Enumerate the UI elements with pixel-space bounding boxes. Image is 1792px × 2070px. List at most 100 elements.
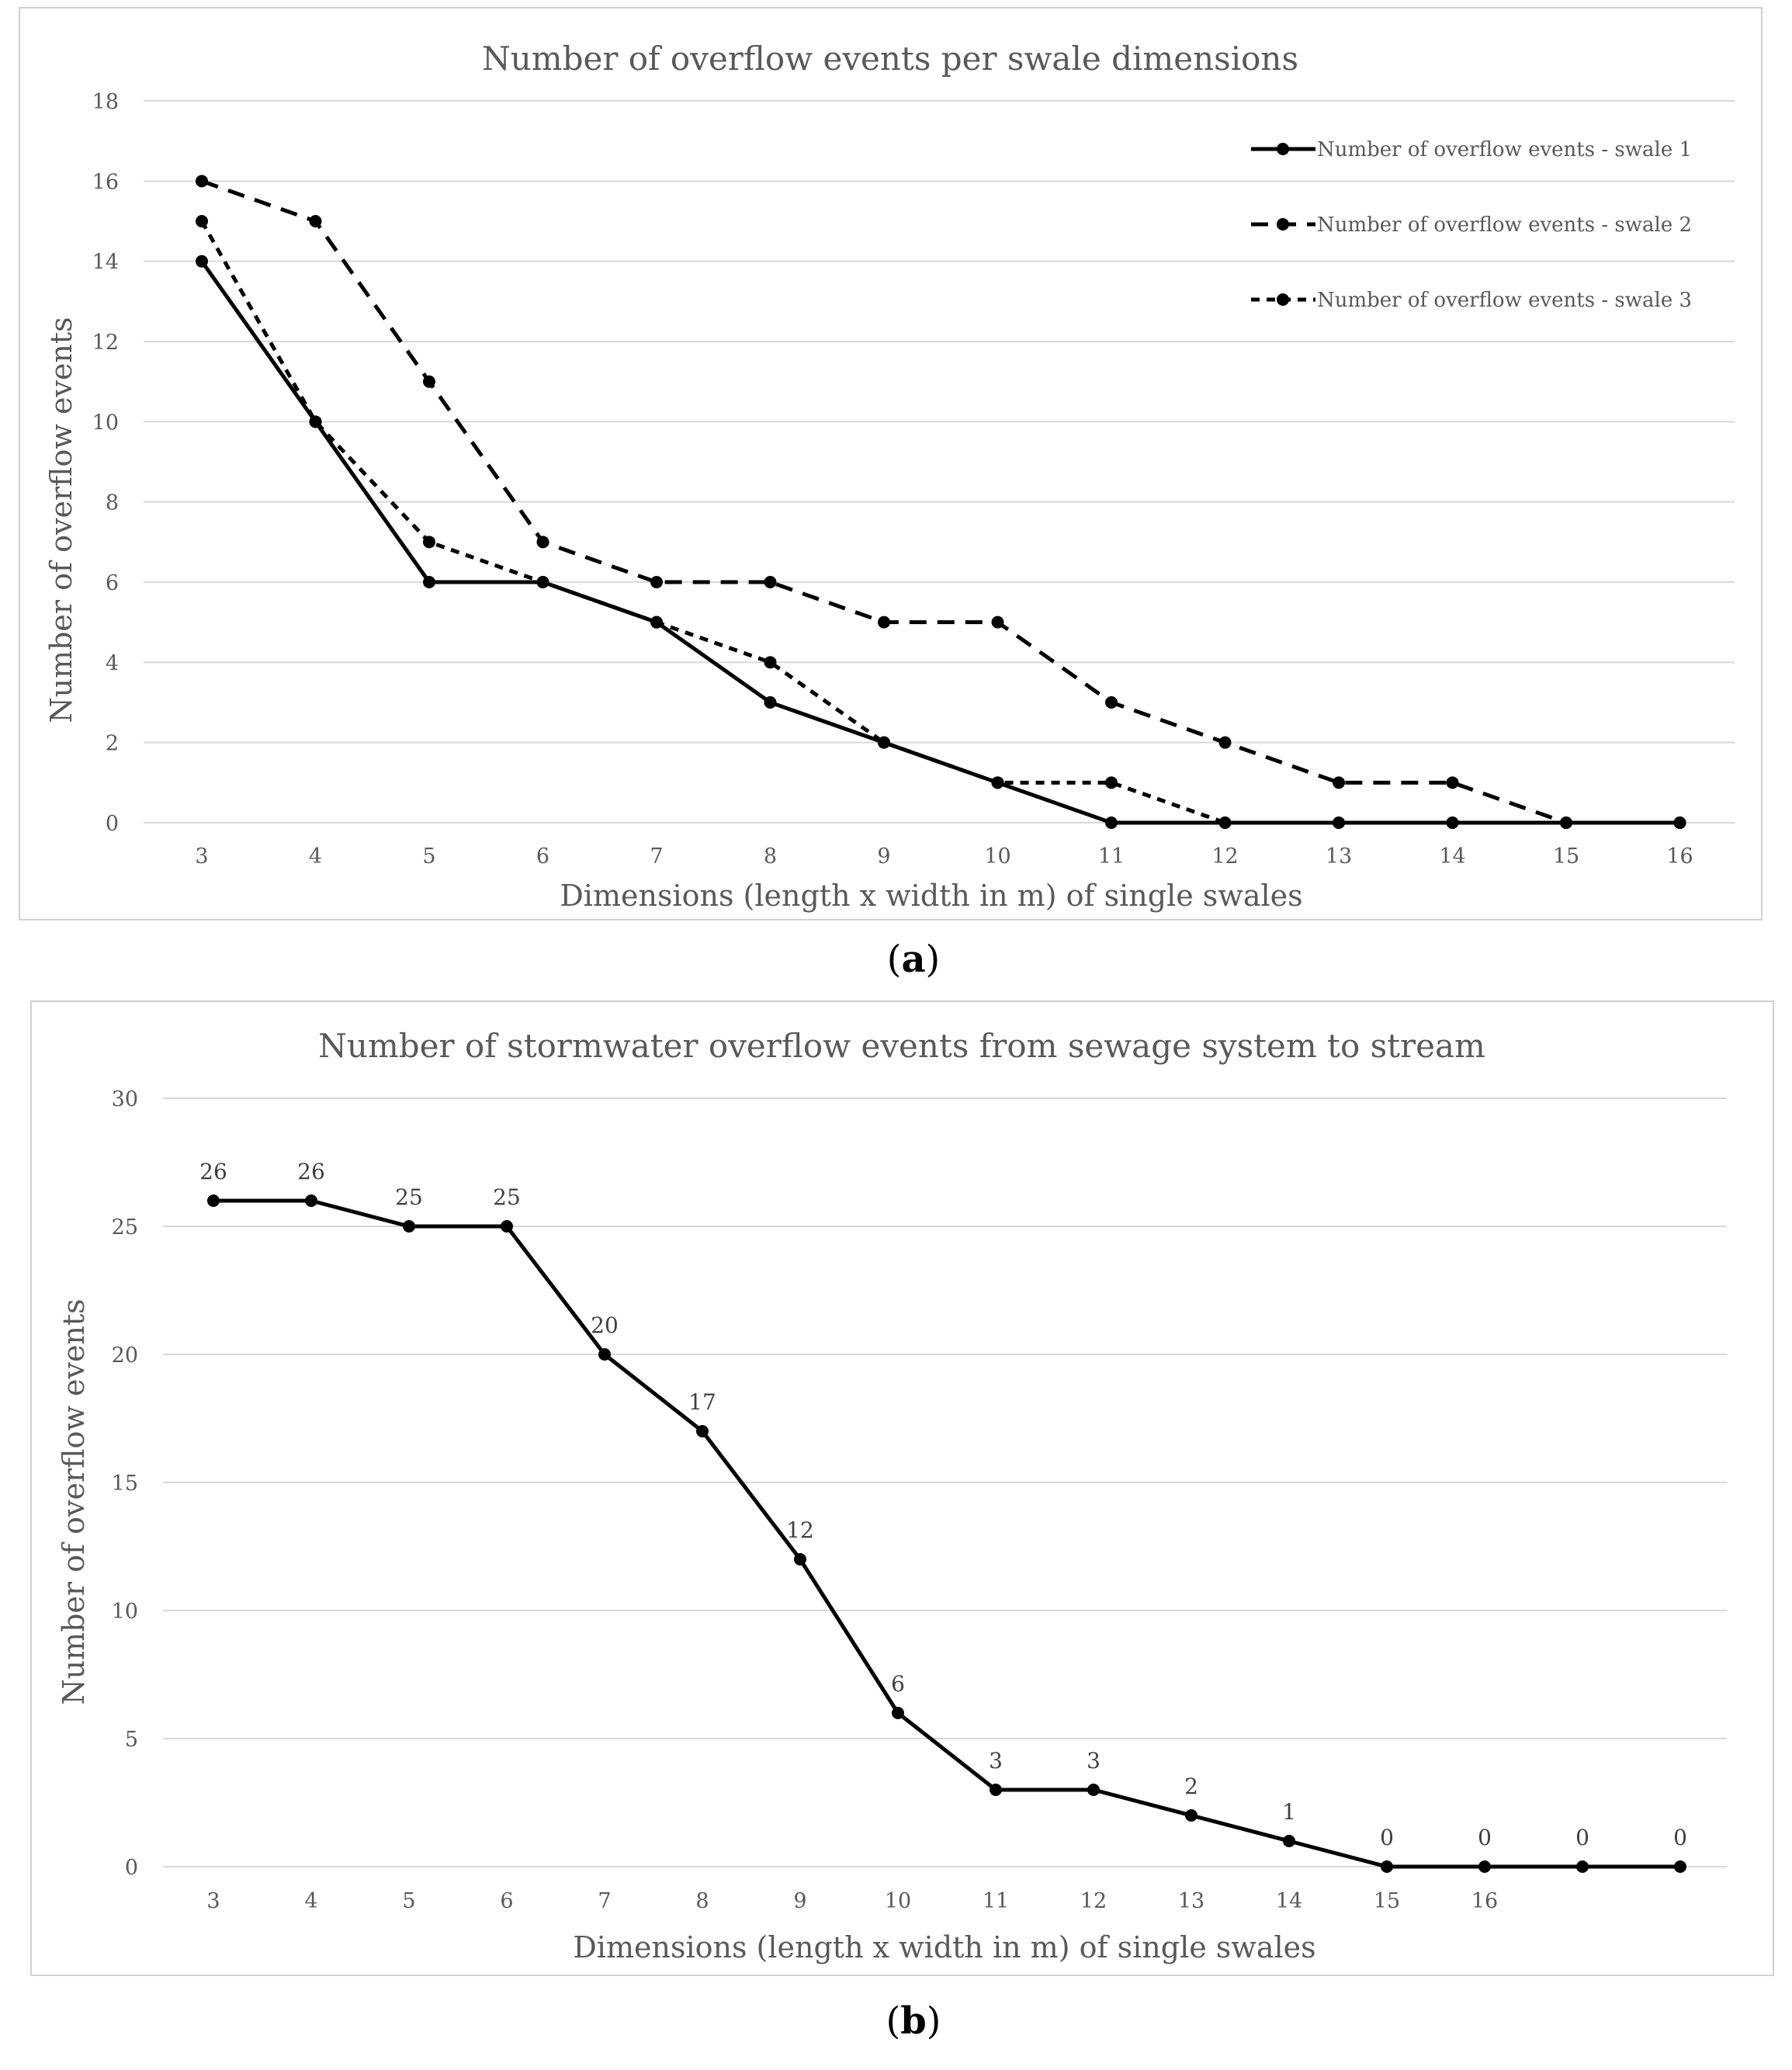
chart-a-series-3-point bbox=[1333, 817, 1345, 829]
chart-a-series-1-point bbox=[423, 576, 435, 588]
chart-a-y-tick-label: 4 bbox=[106, 651, 119, 675]
chart-b-x-tick-label: 15 bbox=[1374, 1889, 1400, 1913]
chart-a-series-2-point bbox=[1218, 736, 1232, 749]
chart-b-data-label: 6 bbox=[891, 1671, 905, 1697]
chart-a-y-tick-label: 8 bbox=[106, 491, 119, 515]
chart-b-series-1-point bbox=[403, 1220, 415, 1233]
chart-a-series-2-point bbox=[764, 576, 777, 588]
chart-b-y-tick-label: 20 bbox=[112, 1344, 138, 1368]
chart-a-y-tick-label: 10 bbox=[92, 411, 119, 435]
chart-b-series-1-point bbox=[598, 1348, 611, 1361]
chart-a-series-3-point bbox=[1446, 817, 1459, 829]
chart-b-x-tick-label: 8 bbox=[695, 1889, 709, 1913]
chart-b-data-label: 26 bbox=[297, 1159, 325, 1184]
chart-a-series-2-point bbox=[878, 615, 890, 629]
chart-b-x-axis-title: Dimensions (length x width in m) of sing… bbox=[573, 1930, 1315, 1964]
chart-b-data-label: 26 bbox=[199, 1159, 227, 1184]
chart-b-series-1-point bbox=[892, 1707, 904, 1719]
chart-b-series-line-1 bbox=[213, 1198, 1680, 1869]
chart-b-series-1-point bbox=[1185, 1809, 1198, 1822]
chart-a-y-tick-label: 6 bbox=[106, 571, 119, 595]
chart-b-data-label: 17 bbox=[688, 1389, 716, 1415]
chart-a-legend-label-1: Number of overflow events - swale 1 bbox=[1317, 138, 1692, 161]
chart-b-data-label: 20 bbox=[591, 1312, 619, 1338]
chart-a-series-2-point bbox=[1105, 696, 1118, 709]
chart-a-series-line-3 bbox=[199, 220, 1680, 825]
chart-a-series-3-point bbox=[423, 536, 435, 549]
caption-b: (b) bbox=[886, 1999, 941, 2043]
caption-a-letter: a bbox=[901, 938, 925, 981]
chart-b-x-tick-label: 6 bbox=[500, 1889, 513, 1913]
chart-a-series-2-point bbox=[196, 175, 208, 188]
chart-a-x-axis-title: Dimensions (length x width in m) of sing… bbox=[560, 879, 1302, 913]
chart-b-series-1-point bbox=[794, 1553, 806, 1566]
chart-a-series-2-point bbox=[650, 576, 663, 588]
chart-b-x-tick-label: 10 bbox=[885, 1889, 911, 1913]
chart-b-series-1-point bbox=[207, 1194, 220, 1207]
chart-a-x-tick-label: 4 bbox=[309, 844, 322, 869]
chart-b-data-label: 0 bbox=[1380, 1825, 1394, 1850]
chart-a-x-tick-label: 8 bbox=[764, 844, 777, 869]
chart-b-x-ticks: 3 4 5 6 7 8 9 10 11 12 13 14 15 16 bbox=[206, 1889, 1498, 1913]
chart-a-series-2-point bbox=[1446, 776, 1459, 789]
chart-a-x-tick-label: 11 bbox=[1098, 844, 1125, 869]
chart-a-series-3-point bbox=[1673, 817, 1686, 829]
chart-a-series-line-2 bbox=[201, 179, 1680, 825]
chart-b-data-label: 12 bbox=[786, 1517, 814, 1543]
chart-b-y-tick-label: 10 bbox=[112, 1600, 138, 1624]
chart-b-series-1-point bbox=[1674, 1860, 1686, 1873]
caption-a: (a) bbox=[887, 938, 941, 981]
chart-a-series-3-point bbox=[1560, 817, 1572, 829]
chart-a-series-3-point bbox=[991, 776, 1004, 789]
chart-b-series-1-point bbox=[501, 1220, 513, 1233]
chart-b-x-tick-label: 16 bbox=[1471, 1889, 1498, 1913]
chart-a-series bbox=[196, 175, 1686, 829]
chart-b-series-1-point bbox=[1087, 1784, 1100, 1796]
chart-b-x-tick-label: 13 bbox=[1178, 1889, 1204, 1913]
chart-a-y-tick-label: 2 bbox=[106, 732, 119, 756]
chart-b-y-ticks: 0 5 10 15 20 25 30 bbox=[112, 1087, 138, 1880]
chart-b-data-labels: 26 26 25 25 20 17 12 6 3 3 2 1 0 0 0 0 bbox=[199, 1159, 1687, 1850]
caption-b-letter: b bbox=[900, 1999, 927, 2043]
chart-a-series-3-point bbox=[650, 615, 663, 629]
chart-b-y-tick-label: 15 bbox=[112, 1472, 138, 1496]
chart-a-x-tick-label: 15 bbox=[1553, 844, 1579, 869]
chart-a-series-3-point bbox=[764, 656, 777, 669]
chart-a-series-3-point bbox=[1218, 817, 1232, 829]
chart-b-x-tick-label: 5 bbox=[402, 1889, 415, 1913]
chart-a-legend-marker-2 bbox=[1277, 218, 1289, 231]
chart-a-legend-marker-3 bbox=[1277, 293, 1289, 306]
chart-b-series-1-point bbox=[696, 1425, 709, 1437]
chart-b-x-tick-label: 11 bbox=[983, 1889, 1009, 1913]
chart-a-y-ticks: 0 2 4 6 8 10 12 14 16 18 bbox=[92, 90, 119, 836]
chart-a-legend-label-3: Number of overflow events - swale 3 bbox=[1317, 289, 1692, 312]
chart-a-series-2-point bbox=[309, 215, 322, 227]
chart-b-series-1-point bbox=[1576, 1860, 1589, 1873]
chart-b-x-tick-label: 3 bbox=[206, 1889, 220, 1913]
chart-b-data-label: 1 bbox=[1282, 1799, 1296, 1825]
chart-b-data-label: 3 bbox=[1087, 1748, 1101, 1774]
chart-a-legend-marker-1 bbox=[1277, 143, 1289, 155]
chart-a-x-tick-label: 10 bbox=[984, 844, 1010, 869]
chart-a-x-ticks: 3 4 5 6 7 8 9 10 11 12 13 14 15 16 bbox=[195, 844, 1693, 869]
chart-b-series-1-point bbox=[1478, 1860, 1491, 1873]
chart-b-y-tick-label: 30 bbox=[112, 1087, 138, 1111]
chart-a-frame bbox=[19, 7, 1763, 921]
chart-a-x-tick-label: 5 bbox=[422, 844, 435, 869]
chart-a-legend-label-2: Number of overflow events - swale 2 bbox=[1317, 213, 1692, 237]
chart-b-x-tick-label: 4 bbox=[304, 1889, 317, 1913]
chart-a-series-1-point bbox=[1105, 817, 1118, 829]
chart-b-x-tick-label: 14 bbox=[1276, 1889, 1302, 1913]
chart-a-series-3-point bbox=[878, 736, 890, 749]
chart-b-y-tick-label: 0 bbox=[125, 1856, 138, 1880]
chart-a-series-3-point bbox=[196, 215, 208, 227]
chart-a-x-tick-label: 16 bbox=[1666, 844, 1693, 869]
chart-b-y-tick-label: 25 bbox=[112, 1215, 138, 1240]
chart-a-legend: Number of overflow events - swale 1 Numbe… bbox=[1251, 138, 1692, 312]
chart-a-x-tick-label: 3 bbox=[195, 844, 208, 869]
chart-a-y-tick-label: 18 bbox=[92, 90, 119, 114]
chart-a-series-3-point bbox=[309, 415, 322, 428]
chart-a-panel: Number of overflow events per swale dime… bbox=[19, 7, 1763, 921]
chart-a-x-tick-label: 14 bbox=[1439, 844, 1465, 869]
